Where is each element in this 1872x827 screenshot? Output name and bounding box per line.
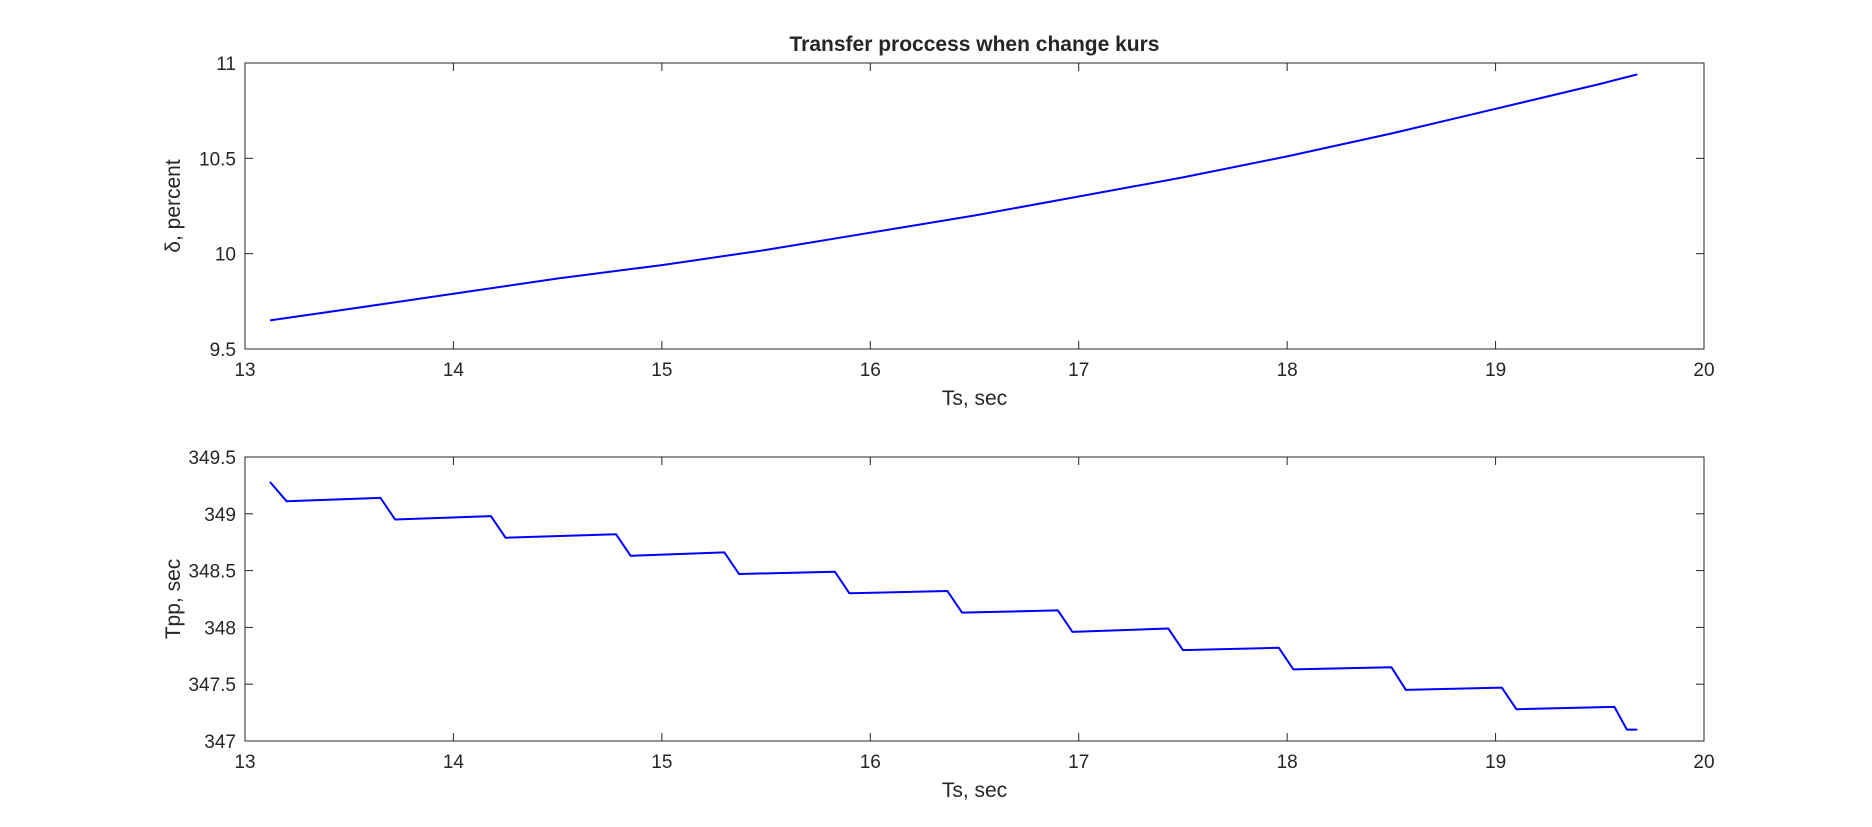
- x-tick-label: 20: [1693, 360, 1714, 381]
- x-tick-label: 16: [860, 752, 881, 773]
- y-tick-label: 347.5: [188, 675, 236, 696]
- x-tick-label: 17: [1068, 752, 1089, 773]
- x-tick-label: 13: [234, 752, 255, 773]
- x-tick-label: 14: [443, 360, 465, 381]
- y-tick-label: 9.5: [210, 340, 236, 361]
- y-tick-label: 348.5: [188, 562, 236, 583]
- top-axes-delta: 13 14 15 16 17 18 19 20 9.5 10 10.5 11 Ts, sec δ, per…: [162, 33, 1715, 410]
- series-line-0: [269, 481, 1638, 731]
- x-tick-label: 18: [1277, 752, 1298, 773]
- series-line-0: [269, 73, 1638, 322]
- x-tick-label: 14: [443, 752, 465, 773]
- y-tick-label: 10: [215, 245, 236, 266]
- x-axis-label: Ts, sec: [942, 387, 1007, 410]
- x-tick-label: 16: [860, 360, 881, 381]
- x-tick-label: 18: [1277, 360, 1298, 381]
- y-axis-label: δ, percent: [162, 159, 185, 253]
- y-tick-label: 10.5: [199, 149, 236, 170]
- y-tick-label: 347: [204, 732, 236, 753]
- axes-box: [244, 62, 1705, 350]
- y-tick-label: 349: [204, 505, 236, 526]
- x-tick-label: 19: [1485, 752, 1506, 773]
- x-axis-label: Ts, sec: [942, 779, 1007, 802]
- bottom-axes-tpp: 13 14 15 16 17 18 19 20 347 347.5 348 348.5 349 349.5…: [162, 448, 1715, 802]
- x-tick-label: 15: [651, 752, 672, 773]
- y-tick-label: 11: [216, 54, 236, 75]
- x-tick-label: 13: [234, 360, 255, 381]
- x-tick-label: 15: [651, 360, 672, 381]
- y-tick-label: 348: [204, 618, 236, 639]
- chart-title: Transfer proccess when change kurs: [790, 33, 1160, 56]
- x-tick-label: 19: [1485, 360, 1506, 381]
- axes-box: [244, 456, 1705, 742]
- x-tick-label: 17: [1068, 360, 1089, 381]
- y-axis-label: Tpp, sec: [162, 559, 185, 640]
- x-tick-label: 20: [1693, 752, 1714, 773]
- y-tick-label: 349.5: [188, 448, 236, 469]
